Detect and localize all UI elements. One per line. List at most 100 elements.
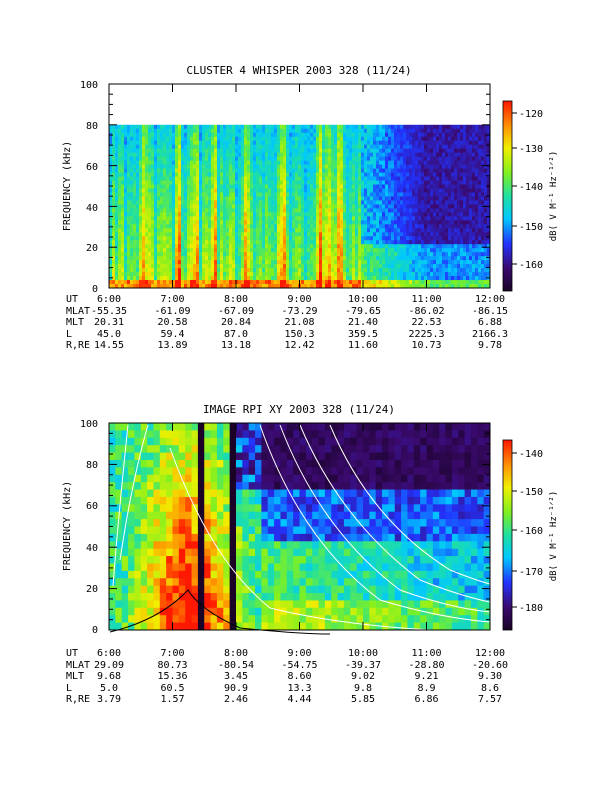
panel2-y-tick-labels: 0 20 40 60 80 100 xyxy=(80,419,98,636)
eph-value: 2166.3 xyxy=(472,329,508,340)
y-tick-label: 80 xyxy=(86,460,98,471)
model-curve xyxy=(299,424,491,603)
eph-value: 7:00 xyxy=(160,648,184,659)
eph-value: 20.31 xyxy=(94,317,124,328)
eph-value: 9.68 xyxy=(97,671,121,682)
model-curve xyxy=(279,424,491,613)
colorbar-tick-label: -150 xyxy=(519,222,543,233)
colorbar-tick-label: -170 xyxy=(519,567,543,578)
panel2-ticks xyxy=(108,422,491,631)
eph-value: -86.02 xyxy=(408,306,444,317)
y-tick-label: 40 xyxy=(86,543,98,554)
eph-value: 8.9 xyxy=(417,683,435,694)
eph-value: -55.35 xyxy=(91,306,127,317)
eph-value: -54.75 xyxy=(281,660,317,671)
eph-value: 10:00 xyxy=(348,648,378,659)
eph-value: 6.88 xyxy=(478,317,502,328)
eph-value: 6:00 xyxy=(97,294,121,305)
model-curve xyxy=(169,447,491,633)
eph-label-ut: UT xyxy=(66,648,78,659)
eph-value: 7:00 xyxy=(160,294,184,305)
eph-value: 4.44 xyxy=(287,694,311,705)
eph-value: 2.46 xyxy=(224,694,248,705)
eph-value: -67.09 xyxy=(218,306,254,317)
eph-value: 8:00 xyxy=(224,294,248,305)
eph-value: -79.65 xyxy=(345,306,381,317)
panel1-ylabel: FREQUENCY (kHz) xyxy=(62,141,73,231)
colorbar-tick-label: -130 xyxy=(519,144,543,155)
panel2-title: IMAGE RPI XY 2003 328 (11/24) xyxy=(203,403,395,416)
image-rpi-panel: IMAGE RPI XY 2003 328 (11/24) FREQUENCY … xyxy=(62,403,559,705)
eph-value: -28.80 xyxy=(408,660,444,671)
eph-value: 5.85 xyxy=(351,694,375,705)
eph-value: 10:00 xyxy=(348,294,378,305)
panel1-y-tick-labels: 0 20 40 60 80 100 xyxy=(80,80,98,295)
eph-value: 80.73 xyxy=(157,660,187,671)
eph-value: 359.5 xyxy=(348,329,378,340)
eph-value: 7.57 xyxy=(478,694,502,705)
eph-value: 2225.3 xyxy=(408,329,444,340)
panel1-spectrogram xyxy=(109,124,491,289)
eph-value: 12:00 xyxy=(475,648,505,659)
panel2-model-curves xyxy=(109,424,491,635)
eph-value: 8:00 xyxy=(224,648,248,659)
eph-value: 21.08 xyxy=(284,317,314,328)
eph-label-mlat: MLAT xyxy=(66,660,90,671)
eph-value: 3.79 xyxy=(97,694,121,705)
eph-label-r: R,RE xyxy=(66,694,90,705)
y-tick-label: 20 xyxy=(86,243,98,254)
y-tick-label: 0 xyxy=(92,284,98,295)
y-tick-label: 60 xyxy=(86,162,98,173)
y-tick-label: 80 xyxy=(86,121,98,132)
colorbar-tick-label: -180 xyxy=(519,603,543,614)
colorbar-tick-label: -140 xyxy=(519,449,543,460)
model-curve xyxy=(119,424,149,561)
eph-value: 15.36 xyxy=(157,671,187,682)
panel1-colorbar-labels: -120 -130 -140 -150 -160 xyxy=(519,109,543,271)
eph-value: 20.58 xyxy=(157,317,187,328)
eph-value: 6:00 xyxy=(97,648,121,659)
eph-value: 9:00 xyxy=(287,648,311,659)
eph-value: -61.09 xyxy=(154,306,190,317)
panel1-colorbar-label: dB( V M⁻¹ Hz⁻¹ᐟ²) xyxy=(549,151,559,242)
model-curve xyxy=(109,589,331,635)
eph-value: 22.53 xyxy=(411,317,441,328)
eph-value: 8.6 xyxy=(481,683,499,694)
eph-value: 29.09 xyxy=(94,660,124,671)
y-tick-label: 60 xyxy=(86,501,98,512)
eph-label-r: R,RE xyxy=(66,340,90,351)
eph-value: 8.60 xyxy=(287,671,311,682)
eph-value: 45.0 xyxy=(97,329,121,340)
eph-value: -73.29 xyxy=(281,306,317,317)
eph-value: 13.89 xyxy=(157,340,187,351)
eph-value: 59.4 xyxy=(160,329,184,340)
eph-label-ut: UT xyxy=(66,294,78,305)
panel2-ylabel: FREQUENCY (kHz) xyxy=(62,481,73,571)
eph-value: 11:00 xyxy=(411,294,441,305)
colorbar-tick-label: -140 xyxy=(519,182,543,193)
eph-value: 12:00 xyxy=(475,294,505,305)
eph-value: 11:00 xyxy=(411,648,441,659)
eph-value: 9.30 xyxy=(478,671,502,682)
eph-value: -80.54 xyxy=(218,660,254,671)
panel1-ephemeris: UT MLAT MLT L R,RE 6:00 7:00 8:00 9:00 10:00… xyxy=(66,294,508,351)
colorbar-tick-label: -160 xyxy=(519,260,543,271)
eph-value: 9.8 xyxy=(354,683,372,694)
panel2-colorbar-ticks xyxy=(512,452,517,608)
panel2-colorbar-labels: -140 -150 -160 -170 -180 xyxy=(519,449,543,614)
model-curve xyxy=(259,424,491,623)
cluster-panel: CLUSTER 4 WHISPER 2003 328 (11/24) FREQU… xyxy=(62,64,559,351)
eph-value: 6.86 xyxy=(414,694,438,705)
eph-label-mlt: MLT xyxy=(66,671,84,682)
eph-value: 13.3 xyxy=(287,683,311,694)
eph-value: 9.02 xyxy=(351,671,375,682)
eph-label-l: L xyxy=(66,683,72,694)
panel2-ephemeris: UT MLAT MLT L R,RE 6:00 7:00 8:00 9:00 10:00… xyxy=(66,648,508,705)
panel1-ticks xyxy=(108,83,491,289)
panel2-colorbar xyxy=(502,439,513,631)
panel1-colorbar xyxy=(502,100,513,292)
eph-value: 14.55 xyxy=(94,340,124,351)
y-tick-label: 20 xyxy=(86,584,98,595)
y-tick-label: 100 xyxy=(80,80,98,91)
